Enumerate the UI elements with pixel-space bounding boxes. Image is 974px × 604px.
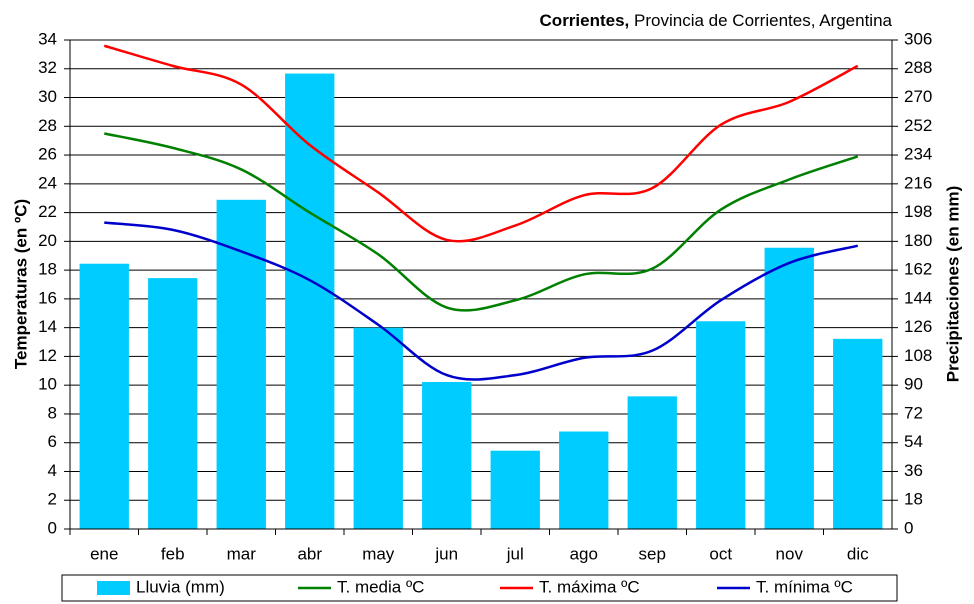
- y2-tick-label: 306: [904, 29, 932, 48]
- y-axis-label: Temperaturas (en ºC): [11, 199, 30, 369]
- y2-tick-label: 162: [904, 260, 932, 279]
- y-tick-label: 30: [38, 87, 57, 106]
- legend-label: T. media ºC: [337, 577, 424, 596]
- y2-tick-label: 54: [904, 432, 923, 451]
- legend-label: Lluvia (mm): [136, 577, 225, 596]
- bar: [627, 396, 677, 529]
- y-tick-label: 26: [38, 145, 57, 164]
- bar: [490, 450, 540, 529]
- y-tick-label: 32: [38, 58, 57, 77]
- x-tick-label: feb: [161, 544, 185, 563]
- bar: [148, 278, 198, 529]
- y2-tick-label: 144: [904, 288, 932, 307]
- y2-tick-label: 18: [904, 490, 923, 509]
- x-tick-label: sep: [639, 544, 666, 563]
- y-tick-label: 10: [38, 375, 57, 394]
- y2-tick-label: 0: [904, 518, 913, 537]
- y-tick-label: 22: [38, 202, 57, 221]
- y-tick-label: 16: [38, 288, 57, 307]
- y-tick-label: 14: [38, 317, 57, 336]
- y2-tick-label: 108: [904, 346, 932, 365]
- bar: [353, 327, 403, 529]
- x-tick-label: jun: [434, 544, 458, 563]
- bar: [422, 381, 472, 529]
- y-tick-label: 24: [38, 173, 57, 192]
- y-tick-label: 28: [38, 116, 57, 135]
- y2-tick-label: 126: [904, 317, 932, 336]
- y-tick-label: 20: [38, 231, 57, 250]
- bar: [216, 199, 266, 529]
- legend-swatch: [97, 581, 130, 595]
- y-tick-label: 8: [48, 403, 57, 422]
- line: [104, 221, 859, 381]
- x-tick-label: dic: [847, 544, 869, 563]
- y-tick-label: 2: [48, 490, 57, 509]
- line: [103, 44, 859, 243]
- bar: [285, 73, 335, 529]
- legend-label: T. máxima ºC: [539, 577, 640, 596]
- y2-tick-label: 288: [904, 58, 932, 77]
- bar: [696, 321, 746, 529]
- bar: [79, 263, 129, 529]
- y2-tick-label: 90: [904, 375, 923, 394]
- y-tick-label: 0: [48, 518, 57, 537]
- title-place: Corrientes,: [540, 11, 630, 30]
- x-tick-label: jul: [506, 544, 524, 563]
- x-tick-label: may: [362, 544, 395, 563]
- legend: [61, 574, 898, 602]
- x-tick-label: mar: [227, 544, 257, 563]
- bar: [764, 247, 814, 529]
- y-tick-label: 6: [48, 432, 57, 451]
- bar: [559, 431, 609, 529]
- y-tick-label: 12: [38, 346, 57, 365]
- bar: [833, 338, 883, 529]
- y2-tick-label: 180: [904, 231, 932, 250]
- x-tick-label: ene: [90, 544, 118, 563]
- y-tick-label: 4: [48, 461, 57, 480]
- y2-tick-label: 198: [904, 202, 932, 221]
- chart-title: Corrientes, Provincia de Corrientes, Arg…: [540, 11, 893, 30]
- title-region: Provincia de Corrientes, Argentina: [634, 11, 893, 30]
- x-tick-label: oct: [709, 544, 732, 563]
- y-tick-label: 34: [38, 29, 57, 48]
- line: [103, 132, 859, 312]
- y2-tick-label: 234: [904, 145, 932, 164]
- y2-tick-label: 216: [904, 173, 932, 192]
- x-tick-label: ago: [570, 544, 598, 563]
- y2-tick-label: 36: [904, 461, 923, 480]
- plot-frame: [69, 39, 893, 530]
- y2-axis-label: Precipitaciones (en mm): [943, 186, 962, 383]
- y2-tick-label: 252: [904, 116, 932, 135]
- x-tick-label: nov: [776, 544, 804, 563]
- y-tick-label: 18: [38, 260, 57, 279]
- legend-label: T. mínima ºC: [756, 577, 853, 596]
- x-tick-label: abr: [297, 544, 322, 563]
- y2-tick-label: 270: [904, 87, 932, 106]
- y2-tick-label: 72: [904, 403, 923, 422]
